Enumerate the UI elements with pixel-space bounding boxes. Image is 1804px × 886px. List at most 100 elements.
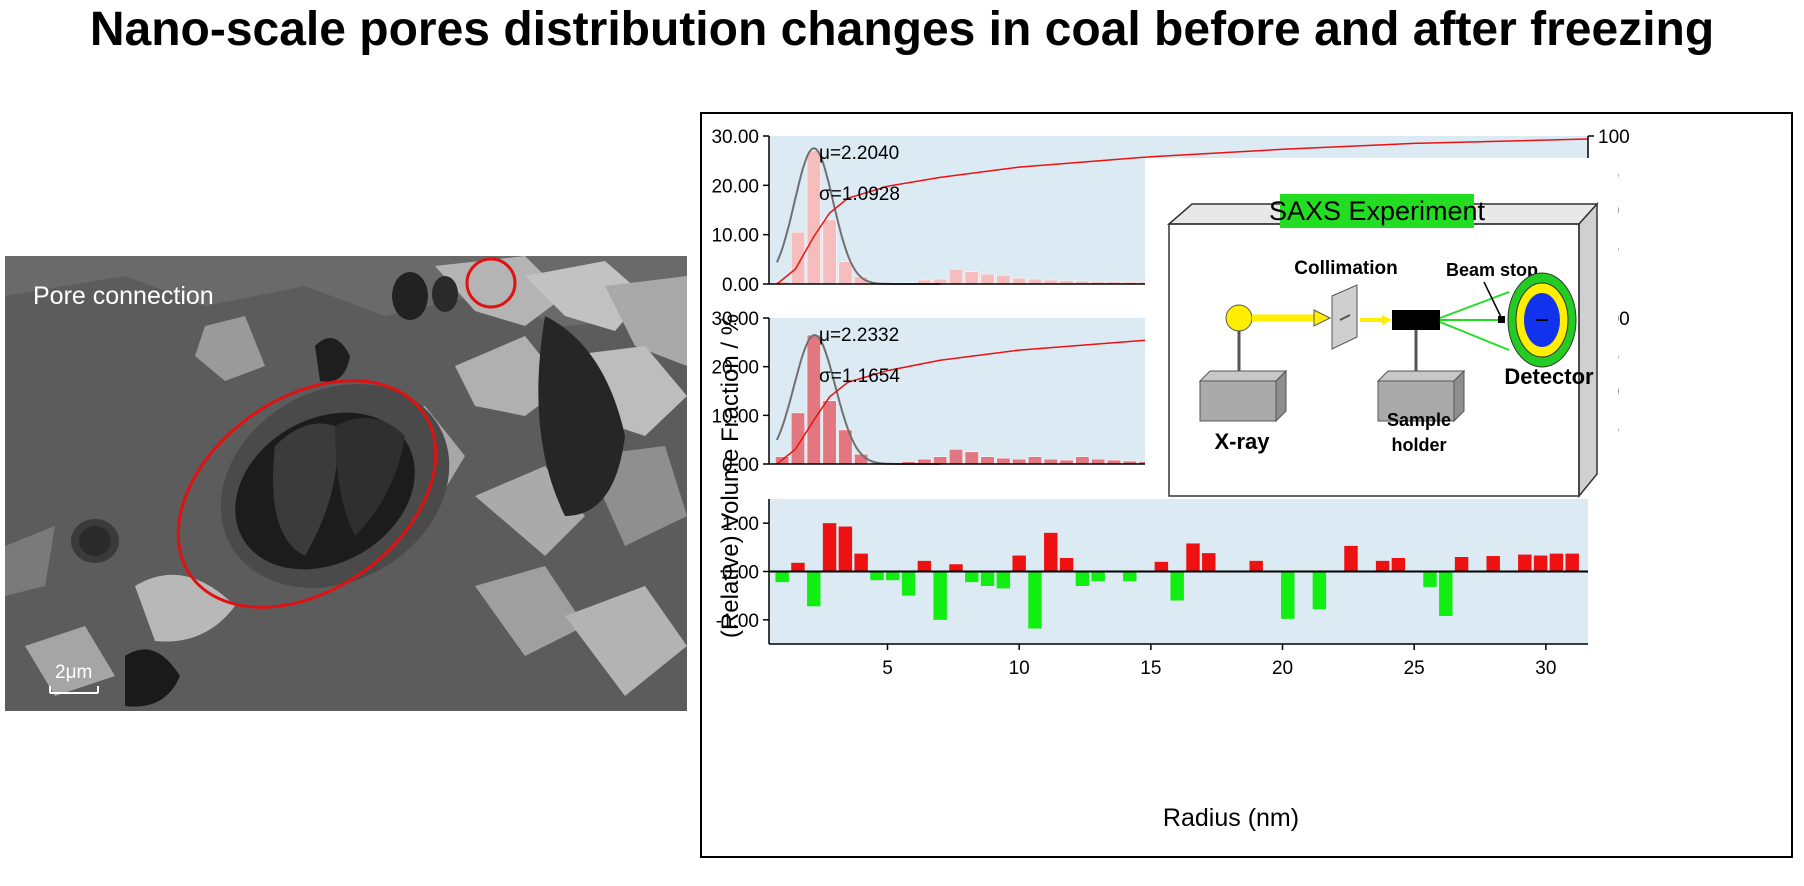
bar bbox=[838, 261, 853, 285]
bar bbox=[964, 451, 979, 465]
y-tick-label: -1.00 bbox=[716, 611, 759, 632]
xray-source-icon bbox=[1225, 304, 1253, 332]
diff-bar bbox=[1170, 571, 1184, 601]
cumulative-curve-line bbox=[776, 138, 1589, 285]
sem-image-graphic: 2μm Pore connection bbox=[5, 256, 687, 711]
bar bbox=[1012, 277, 1027, 285]
diff-bar bbox=[807, 571, 821, 607]
collimation-label: Collimation bbox=[1294, 258, 1397, 279]
y2-tick-label: 100 bbox=[1598, 127, 1630, 148]
x-tick-label: 30 bbox=[1535, 658, 1556, 679]
sample-label: Sample bbox=[1387, 410, 1451, 430]
bar bbox=[949, 268, 963, 285]
diff-bar bbox=[791, 562, 805, 572]
diff-bar bbox=[1059, 557, 1074, 572]
bar bbox=[806, 334, 821, 465]
diff-bar bbox=[1186, 543, 1200, 572]
diff-bar bbox=[1486, 556, 1500, 572]
diff-bar bbox=[1075, 571, 1090, 586]
diff-bar bbox=[996, 571, 1011, 589]
x-tick-label: 10 bbox=[1009, 658, 1030, 679]
diff-bar bbox=[1375, 560, 1390, 572]
y-tick-label: 1.00 bbox=[722, 514, 759, 535]
y-tick-label: 30.00 bbox=[711, 309, 759, 330]
beam-arrow-icon bbox=[1313, 309, 1332, 327]
diff-bar bbox=[1391, 557, 1406, 572]
y-tick-label: 10.00 bbox=[711, 406, 759, 427]
diff-bar bbox=[1028, 571, 1042, 629]
diff-bar bbox=[1202, 553, 1216, 572]
bar bbox=[1028, 456, 1042, 465]
bar bbox=[1075, 456, 1090, 465]
mu-label: μ=2.2332 bbox=[819, 325, 899, 346]
bar bbox=[980, 456, 995, 465]
bar bbox=[980, 273, 995, 285]
diff-bar bbox=[901, 571, 916, 596]
diff-bar bbox=[1091, 571, 1105, 582]
x-axis-label: Radius (nm) bbox=[1163, 804, 1299, 832]
diff-bar bbox=[1454, 557, 1469, 572]
xray-label: X-ray bbox=[1214, 429, 1270, 454]
diff-bar bbox=[1549, 553, 1564, 572]
chart-panel: 0.0010.0020.0030.000255075100μ=2.2040σ=1… bbox=[700, 112, 1793, 858]
diff-bar bbox=[1123, 571, 1137, 582]
sem-micrograph: 2μm Pore connection bbox=[5, 256, 687, 711]
y-axis-label: (Relative) Volume Fraction / % bbox=[717, 314, 744, 638]
y-tick-label: 20.00 bbox=[711, 358, 759, 379]
bar bbox=[822, 400, 837, 465]
diff-bar bbox=[775, 571, 789, 583]
scalebar-label: 2μm bbox=[55, 662, 92, 683]
diff-bar bbox=[917, 560, 932, 572]
beam-stop-icon bbox=[1498, 316, 1505, 323]
diff-bar bbox=[870, 571, 884, 581]
bar bbox=[949, 449, 963, 465]
diff-bar bbox=[1533, 555, 1548, 572]
x-tick-label: 15 bbox=[1140, 658, 1161, 679]
bar bbox=[996, 274, 1011, 285]
diff-bar bbox=[886, 571, 900, 581]
x-tick-label: 25 bbox=[1404, 658, 1425, 679]
diff-bar bbox=[933, 571, 947, 620]
mu-label: μ=2.2040 bbox=[819, 143, 899, 164]
diff-bar bbox=[980, 571, 995, 586]
diff-bar bbox=[1423, 571, 1437, 587]
diff-bar bbox=[1518, 554, 1532, 572]
diff-bar bbox=[1281, 571, 1295, 619]
holder-label: holder bbox=[1391, 435, 1446, 455]
schematic-title: SAXS Experiment bbox=[1269, 196, 1486, 226]
bar bbox=[964, 271, 979, 285]
sigma-label: σ=1.1654 bbox=[819, 366, 900, 387]
diff-bar bbox=[1012, 555, 1026, 572]
beam-stop-label: Beam stop bbox=[1446, 260, 1538, 280]
y-tick-label: 0.00 bbox=[722, 275, 759, 296]
saxs-chart: 0.0010.0020.0030.000255075100μ=2.2040σ=1… bbox=[711, 127, 1630, 832]
diff-bar bbox=[1565, 553, 1579, 572]
y-tick-label: 30.00 bbox=[711, 127, 759, 148]
y-tick-label: 0.00 bbox=[722, 563, 759, 584]
pore-connection-label: Pore connection bbox=[33, 282, 214, 310]
schematic-title-bg bbox=[1280, 194, 1474, 228]
diff-bar bbox=[965, 571, 979, 583]
bar bbox=[806, 150, 821, 285]
bar bbox=[996, 457, 1011, 465]
saxs-schematic: SAXS Experiment X-ray Collimation Sample bbox=[1145, 158, 1618, 499]
detector-label: Detector bbox=[1504, 364, 1594, 389]
y-tick-label: 10.00 bbox=[711, 226, 759, 247]
sigma-label: σ=1.0928 bbox=[819, 184, 900, 205]
bar bbox=[791, 231, 805, 285]
figure-title: Nano-scale pores distribution changes in… bbox=[89, 3, 1715, 56]
y-tick-label: 0.00 bbox=[722, 455, 759, 476]
diff-bar bbox=[1154, 561, 1169, 572]
diff-bar bbox=[949, 564, 963, 572]
sample-icon bbox=[1392, 310, 1440, 330]
bar bbox=[822, 219, 837, 285]
diff-bar bbox=[822, 523, 837, 572]
y-tick-label: 20.00 bbox=[711, 176, 759, 197]
diff-bar bbox=[838, 526, 853, 572]
diff-bar bbox=[1312, 571, 1327, 610]
diff-bar bbox=[854, 553, 868, 572]
schematic-box-side bbox=[1578, 202, 1598, 499]
diff-bar bbox=[1439, 571, 1453, 616]
diff-bar bbox=[1344, 545, 1358, 572]
diff-bar bbox=[1249, 560, 1263, 572]
